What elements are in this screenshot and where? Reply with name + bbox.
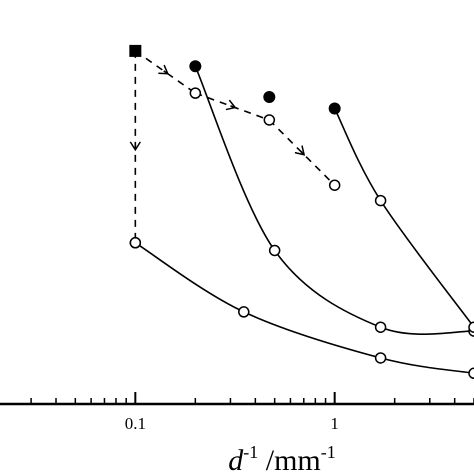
series-line-solid — [333, 108, 474, 328]
data-point-filled-circle — [263, 90, 276, 103]
series-layer — [129, 50, 474, 375]
series-line-dashed — [268, 119, 336, 186]
data-point-filled-circle — [189, 60, 202, 73]
data-point-open-circle — [374, 321, 387, 333]
data-point-open-circle — [374, 352, 387, 364]
marker-layer — [129, 44, 474, 380]
data-point-open-circle — [189, 87, 202, 99]
tick-labels: 0.1 1 — [125, 414, 339, 433]
data-point-open-circle — [468, 321, 474, 333]
series-line-solid — [194, 65, 474, 336]
series-arrow — [158, 64, 169, 75]
x-tick-label: 0.1 — [125, 414, 146, 433]
data-point-open-circle — [468, 367, 474, 380]
x-axis-label-unit: /mm — [258, 444, 321, 474]
x-tick-label: 1 — [330, 414, 339, 433]
x-axis-label-symbol-exponent: -1 — [243, 442, 258, 462]
data-point-open-circle — [328, 179, 341, 191]
data-point-open-circle — [374, 194, 387, 207]
series-line-solid — [134, 242, 474, 375]
data-point-open-circle — [263, 114, 276, 126]
data-point-filled-circle — [328, 102, 341, 115]
x-axis-label: d-1 /mm-1 — [228, 442, 336, 474]
data-point-open-circle — [238, 306, 250, 318]
x-axis-label-unit-exponent: -1 — [321, 442, 336, 462]
data-point-filled-square — [129, 44, 142, 57]
series-arrow — [225, 99, 237, 111]
axes — [0, 392, 474, 406]
series-arrow — [294, 145, 306, 156]
x-axis-label-symbol: d — [228, 444, 244, 474]
data-point-open-circle — [129, 237, 142, 249]
data-point-open-circle — [268, 244, 281, 257]
